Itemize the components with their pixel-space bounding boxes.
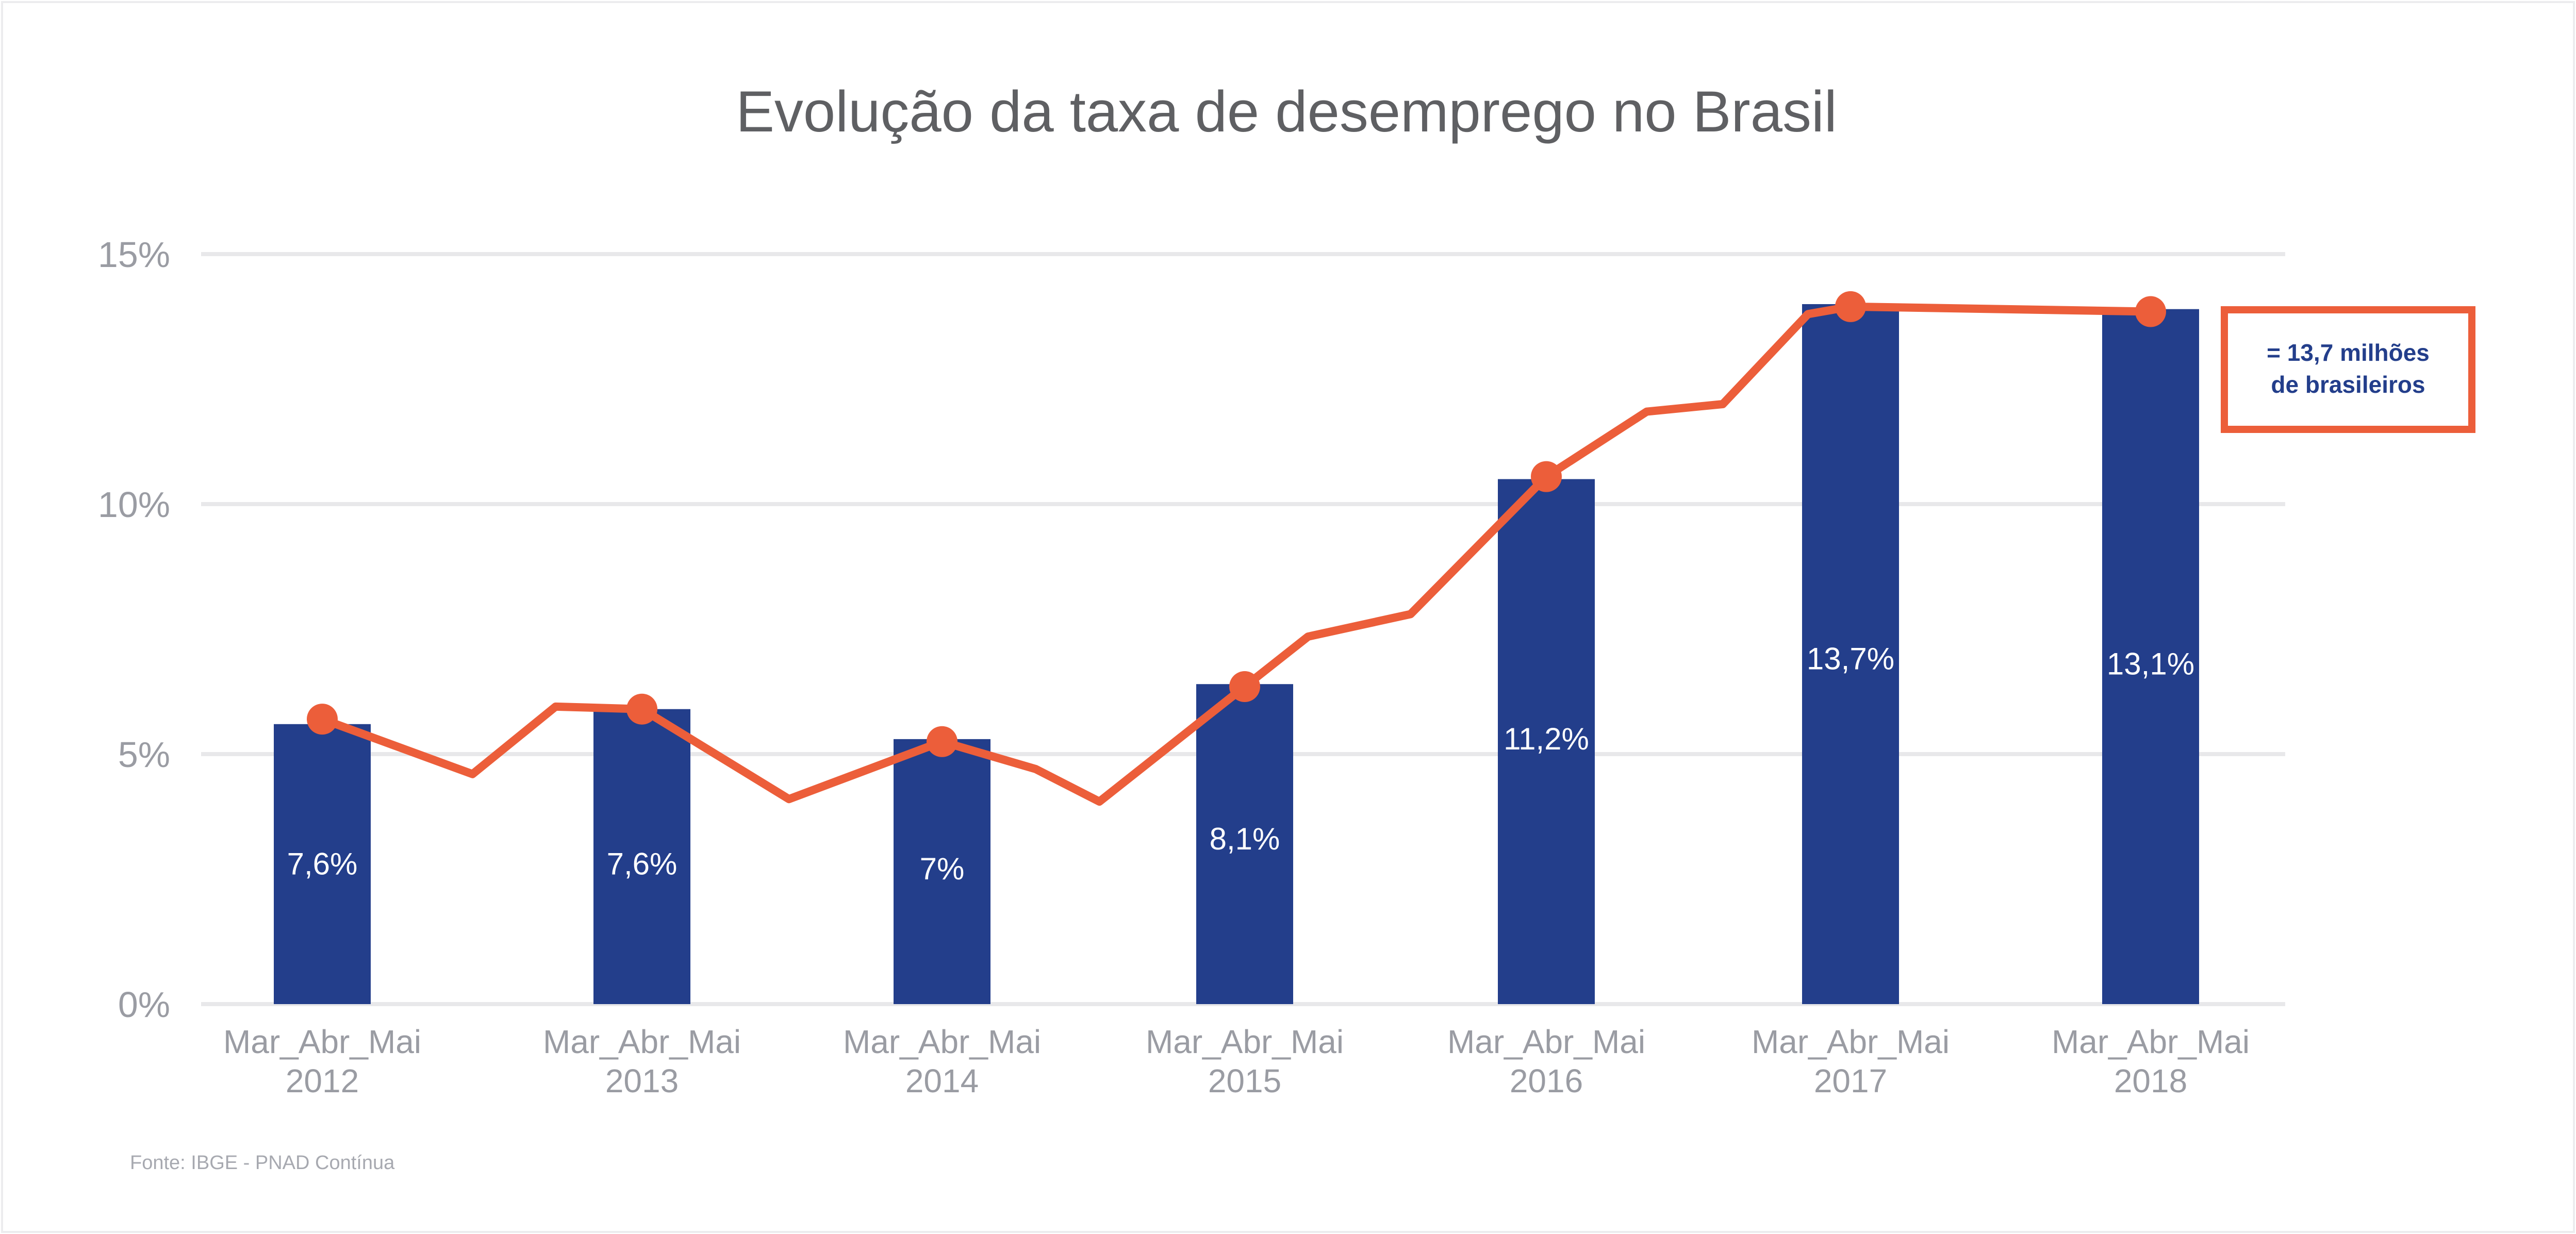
chart-title: Evolução da taxa de desemprego no Brasil: [736, 79, 1837, 144]
x-tick-label: Mar_Abr_Mai: [223, 1023, 421, 1060]
line-point: [1835, 291, 1866, 322]
bars: [274, 304, 2199, 1005]
bar-value-label: 7,6%: [607, 846, 678, 881]
line-point: [2135, 296, 2166, 327]
bar-value-label: 13,7%: [1807, 642, 1894, 676]
line-point: [307, 704, 338, 735]
x-tick-year: 2014: [905, 1062, 979, 1099]
y-axis-ticks: 0% 5% 10% 15%: [98, 235, 170, 1025]
bar-value-label: 8,1%: [1210, 822, 1280, 856]
unemployment-line: [307, 291, 2166, 806]
x-tick-year: 2018: [2114, 1062, 2187, 1099]
x-tick-label: Mar_Abr_Mai: [543, 1023, 741, 1060]
bar-labels: 7,6% 7,6% 7% 8,1% 11,2% 13,7% 13,1%: [287, 642, 2194, 886]
bar: [593, 709, 690, 1004]
line-point: [927, 726, 957, 757]
x-tick-label: Mar_Abr_Mai: [1752, 1023, 1950, 1060]
y-tick-label: 15%: [98, 235, 170, 275]
x-tick-year: 2015: [1208, 1062, 1281, 1099]
bar-value-label: 13,1%: [2107, 646, 2194, 681]
bar-value-label: 7,6%: [287, 846, 358, 881]
x-tick-year: 2012: [286, 1062, 359, 1099]
callout-border: [2221, 306, 2475, 433]
x-axis-ticks: Mar_Abr_Mai2012Mar_Abr_Mai2013Mar_Abr_Ma…: [223, 1023, 2250, 1099]
bar: [1498, 479, 1595, 1004]
bar-value-label: 7%: [920, 852, 965, 886]
x-tick-year: 2013: [605, 1062, 679, 1099]
y-tick-label: 5%: [118, 735, 170, 775]
y-tick-label: 10%: [98, 485, 170, 525]
bar-value-label: 11,2%: [1504, 722, 1589, 756]
line-point: [1531, 461, 1562, 492]
callout-box: = 13,7 milhões de brasileiros: [2221, 306, 2475, 433]
source-note: Fonte: IBGE - PNAD Contínua: [130, 1152, 395, 1174]
x-tick-year: 2017: [1814, 1062, 1887, 1099]
bar: [274, 724, 371, 1004]
x-tick-label: Mar_Abr_Mai: [2052, 1023, 2250, 1060]
callout-line-2: de brasileiros: [2271, 371, 2425, 398]
line-point: [626, 693, 657, 725]
x-tick-year: 2016: [1510, 1062, 1583, 1099]
bar: [2102, 309, 2199, 1005]
bar: [1196, 684, 1293, 1004]
y-tick-label: 0%: [118, 985, 170, 1025]
bar: [1802, 304, 1899, 1004]
x-tick-label: Mar_Abr_Mai: [1146, 1023, 1344, 1060]
x-tick-label: Mar_Abr_Mai: [843, 1023, 1041, 1060]
line-point: [1229, 671, 1260, 703]
bar: [894, 739, 990, 1004]
callout-line-1: = 13,7 milhões: [2267, 339, 2430, 366]
x-tick-label: Mar_Abr_Mai: [1447, 1023, 1645, 1060]
